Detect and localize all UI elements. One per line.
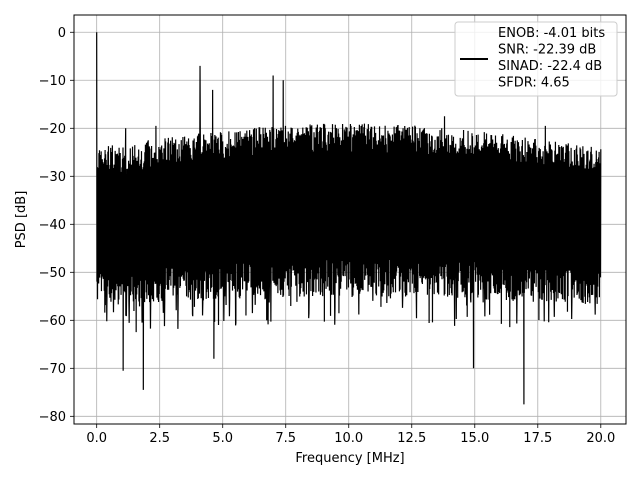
y-axis-label: PSD [dB] bbox=[14, 191, 29, 249]
x-tick-label: 2.5 bbox=[149, 431, 170, 446]
x-tick-label: 20.0 bbox=[586, 431, 615, 446]
x-axis-label: Frequency [MHz] bbox=[295, 451, 404, 466]
x-tick-label: 17.5 bbox=[523, 431, 552, 446]
x-tick-label: 10.0 bbox=[334, 431, 363, 446]
y-tick-label: −40 bbox=[39, 218, 66, 233]
legend-entry-snr: SNR: -22.39 dB bbox=[498, 43, 596, 58]
y-tick-label: −80 bbox=[39, 410, 66, 425]
legend-box bbox=[454, 21, 618, 97]
plot-frame bbox=[73, 14, 627, 425]
y-tick-label: −30 bbox=[39, 170, 66, 185]
y-tick-label: −50 bbox=[39, 266, 66, 281]
y-tick-label: 0 bbox=[58, 26, 66, 41]
x-tick-label: 0.0 bbox=[86, 431, 107, 446]
x-tick-label: 5.0 bbox=[212, 431, 233, 446]
x-tick-label: 12.5 bbox=[397, 431, 426, 446]
axis-ticks: 0.0 2.5 5.0 7.5 10.0 12.5 15.0 17.5 20.0 0 −10 −20 −… bbox=[39, 26, 616, 446]
x-tick-label: 7.5 bbox=[275, 431, 296, 446]
y-tick-label: −70 bbox=[39, 362, 66, 377]
legend: ENOB: -4.01 bits SNR: -22.39 dB SINAD: -… bbox=[454, 21, 618, 97]
x-tick-label: 15.0 bbox=[460, 431, 489, 446]
legend-entry-sinad: SINAD: -22.4 dB bbox=[498, 59, 602, 74]
y-tick-label: −20 bbox=[39, 122, 66, 137]
y-tick-label: −10 bbox=[39, 74, 66, 89]
series-psd bbox=[96, 32, 602, 405]
legend-entry-enob: ENOB: -4.01 bits bbox=[498, 26, 605, 41]
y-tick-label: −60 bbox=[39, 314, 66, 329]
legend-entry-sfdr: SFDR: 4.65 bbox=[498, 76, 570, 91]
psd-line bbox=[96, 32, 602, 405]
